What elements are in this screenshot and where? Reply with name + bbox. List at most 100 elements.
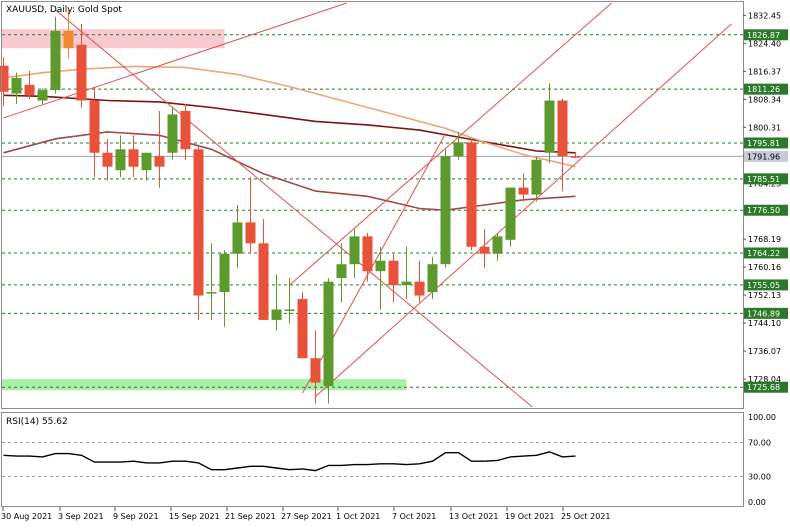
candle-body xyxy=(557,100,568,157)
candle-body xyxy=(570,156,581,158)
candle-body xyxy=(37,90,48,101)
price-tick-label: 1808.34 xyxy=(748,95,781,104)
candle-body xyxy=(427,264,438,293)
trend-line xyxy=(315,23,732,397)
price-tick-label: 1816.37 xyxy=(748,67,781,76)
candle-body xyxy=(401,281,412,286)
rsi-line xyxy=(3,451,576,472)
candle-body xyxy=(141,152,152,171)
date-tick-label: 9 Sep 2021 xyxy=(113,512,159,521)
zone-resistance xyxy=(2,29,225,49)
rsi-label: RSI(14) 55.62 xyxy=(6,417,68,427)
candle-body xyxy=(362,236,373,272)
level-label: 1826.87 xyxy=(747,31,780,40)
candle-body xyxy=(440,156,451,265)
candle-body xyxy=(258,243,269,320)
price-tick-label: 1800.31 xyxy=(748,123,781,132)
price-tick-label: 1744.10 xyxy=(748,319,781,328)
candle-body xyxy=(24,84,35,96)
level-label: 1811.26 xyxy=(747,85,780,94)
date-tick-label: 27 Sep 2021 xyxy=(281,512,332,521)
price-tick-label: 1736.07 xyxy=(748,347,781,356)
date-tick-label: 13 Oct 2021 xyxy=(449,512,498,521)
candle-body xyxy=(323,281,334,387)
candle-body xyxy=(375,260,386,272)
level-label-box xyxy=(744,204,788,216)
rsi-tick-label: 0.00 xyxy=(748,498,766,507)
level-label: 1755.05 xyxy=(747,281,780,290)
level-label-box xyxy=(744,247,788,259)
candle-body xyxy=(531,159,542,195)
candle-body xyxy=(453,142,464,157)
price-tick-label: 1752.13 xyxy=(748,291,781,300)
level-label-box xyxy=(744,29,788,41)
level-label-box xyxy=(744,150,788,162)
candle-body xyxy=(89,100,100,153)
date-tick-label: 19 Oct 2021 xyxy=(505,512,554,521)
candle-body xyxy=(193,149,204,296)
level-label-box xyxy=(744,173,788,185)
candle-body xyxy=(219,253,230,293)
candle-body xyxy=(180,110,191,150)
level-label: 1725.68 xyxy=(747,383,780,392)
price-tick-label: 1728.04 xyxy=(748,375,781,384)
rsi-plot-frame xyxy=(1,412,744,507)
candle-body xyxy=(466,142,477,247)
level-label: 1791.96 xyxy=(747,152,780,161)
trend-line xyxy=(3,2,347,119)
zone-support xyxy=(2,379,407,391)
trend-line xyxy=(289,2,612,286)
rsi-tick-label: 70.00 xyxy=(748,439,771,448)
price-tick-label: 1824.40 xyxy=(748,39,781,48)
candle-body xyxy=(128,149,139,167)
ma-dark-line xyxy=(3,94,576,154)
candle-body xyxy=(479,246,490,254)
candle-body xyxy=(505,187,516,240)
candle-body xyxy=(115,149,126,171)
date-tick-label: 30 Aug 2021 xyxy=(1,512,52,521)
candle-body xyxy=(50,30,61,91)
level-label: 1764.22 xyxy=(747,249,780,258)
candle-body xyxy=(492,236,503,254)
level-label-box xyxy=(744,137,788,149)
candle-body xyxy=(206,292,217,294)
level-label-box xyxy=(744,307,788,319)
level-label: 1776.50 xyxy=(747,206,780,215)
rsi-tick-label: 100.00 xyxy=(748,413,776,422)
candle-body xyxy=(349,236,360,265)
price-tick-label: 1768.19 xyxy=(748,235,781,244)
price-tick-label: 1760.16 xyxy=(748,263,781,272)
date-tick-label: 21 Sep 2021 xyxy=(225,512,276,521)
candle-body xyxy=(271,309,282,320)
candle-body xyxy=(297,299,308,359)
candle-body xyxy=(154,156,165,167)
candle-body xyxy=(336,264,347,279)
candle-body xyxy=(284,309,295,311)
candle-body xyxy=(388,260,399,286)
candle-body xyxy=(0,65,9,92)
main-plot-frame xyxy=(1,1,744,409)
level-label: 1746.89 xyxy=(747,309,780,318)
candle-body xyxy=(63,30,74,49)
price-tick-label: 1832.45 xyxy=(748,11,781,20)
level-label-box xyxy=(744,83,788,95)
level-label: 1795.81 xyxy=(747,139,780,148)
ma-brown-line xyxy=(3,131,576,212)
rsi-tick-label: 30.00 xyxy=(748,473,771,482)
candle-body xyxy=(232,222,243,254)
candle-body xyxy=(414,281,425,296)
date-tick-label: 1 Oct 2021 xyxy=(336,512,380,521)
date-tick-label: 15 Sep 2021 xyxy=(169,512,220,521)
level-label: 1785.51 xyxy=(747,175,780,184)
level-label-box xyxy=(744,279,788,291)
candle-body xyxy=(11,77,22,94)
date-tick-label: 3 Sep 2021 xyxy=(58,512,104,521)
date-tick-label: 7 Oct 2021 xyxy=(392,512,436,521)
trend-line xyxy=(55,9,533,408)
candle-body xyxy=(102,152,113,167)
candle-body xyxy=(245,222,256,244)
candle-body xyxy=(76,44,87,101)
candle-body xyxy=(518,187,529,195)
